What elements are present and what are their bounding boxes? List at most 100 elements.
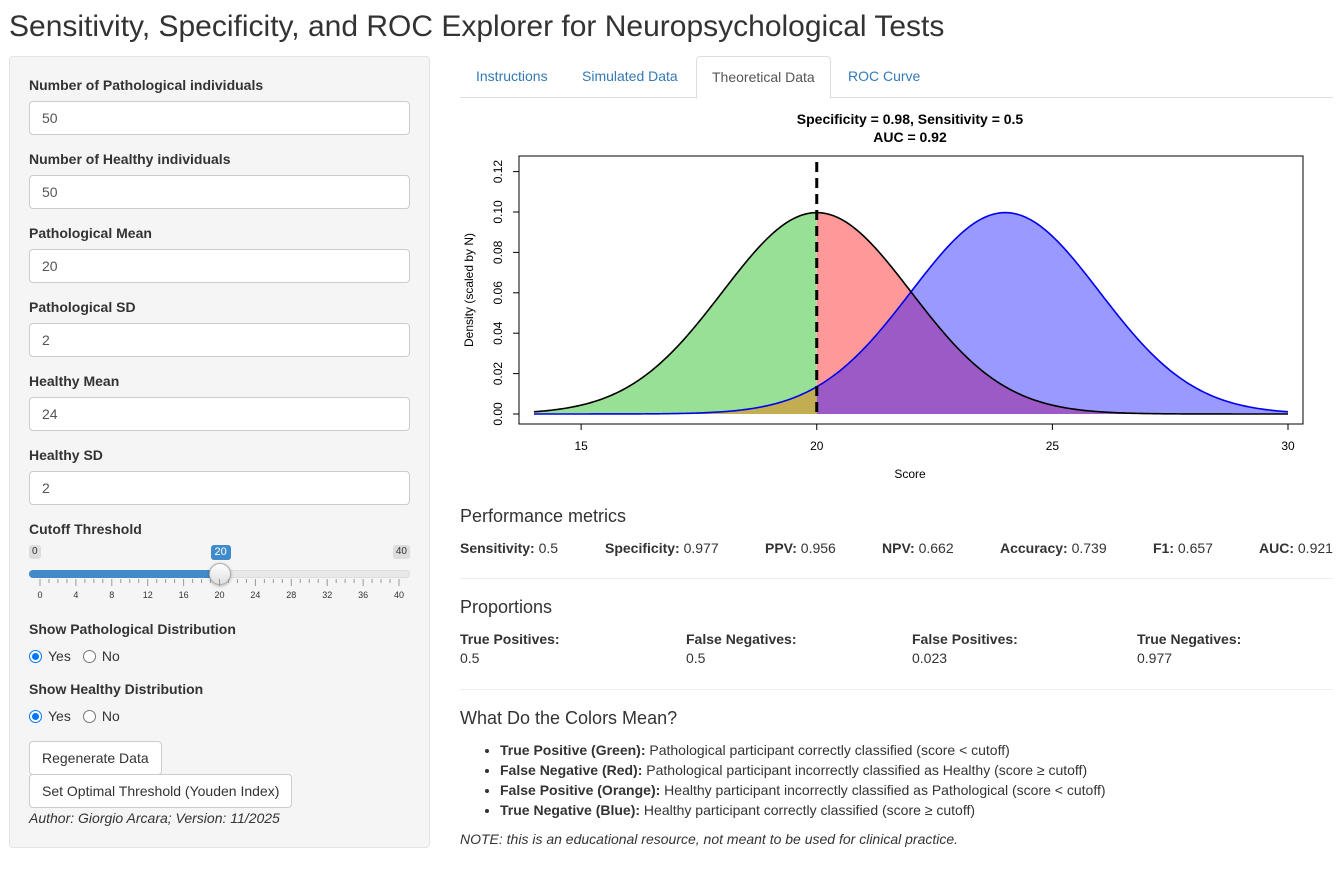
sidebar-panel: Number of Pathological individuals Numbe… [9,56,430,848]
y-tick-label: 0.02 [491,362,505,386]
slider-value-label: 20 [210,545,231,560]
show-healthy-no-text: No [101,708,120,724]
slider-tick-label: 16 [179,590,189,600]
true-positive-area [534,212,817,414]
y-tick-label: 0.08 [491,240,505,264]
show-pathological-yes-radio[interactable] [29,649,42,663]
tab-roc-curve[interactable]: ROC Curve [848,68,921,84]
pathological-mean-label: Pathological Mean [29,225,152,241]
pathological-sd-input[interactable] [29,323,410,357]
proportion-false-negatives: False Negatives: 0.5 [686,631,797,666]
slider-tick-label: 36 [358,590,368,600]
legend-item-false-negative: False Negative (Red): Pathological parti… [500,760,1106,780]
pathological-sd-label: Pathological SD [29,299,136,315]
regenerate-data-button[interactable]: Regenerate Data [29,741,162,775]
legend-term: True Positive (Green): [500,742,646,758]
tab-simulated-data[interactable]: Simulated Data [582,68,678,84]
legend-item-true-positive: True Positive (Green): Pathological part… [500,740,1106,760]
slider-tick-label: 8 [109,590,114,600]
show-pathological-no-text: No [101,648,120,664]
proportion-true-positives: True Positives: 0.5 [460,631,560,666]
legend-item-false-positive: False Positive (Orange): Healthy partici… [500,780,1106,800]
tab-bar: Instructions Simulated Data Theoretical … [460,56,1333,99]
metric-npv-label: NPV: [882,540,915,556]
proportion-label: False Negatives: [686,631,797,647]
cutoff-slider[interactable]: 0 40 20 0 4 8 12 16 20 24 28 32 36 40 [29,545,410,601]
slider-tick-label: 0 [37,590,42,600]
metric-ppv: PPV: 0.956 [765,540,836,556]
show-pathological-no-option[interactable]: No [82,648,120,664]
metric-sensitivity-value: 0.5 [538,540,559,556]
pathological-density-line [533,211,1288,415]
n-pathological-label: Number of Pathological individuals [29,77,264,93]
slider-max-label: 40 [392,545,410,559]
healthy-sd-input[interactable] [29,471,410,505]
legend-term: True Negative (Blue): [500,802,641,818]
slider-tick-label: 4 [73,590,78,600]
n-healthy-input[interactable] [29,175,410,209]
x-tick-label: 15 [574,439,588,453]
metric-npv-value: 0.662 [918,540,954,556]
set-optimal-threshold-button[interactable]: Set Optimal Threshold (Youden Index) [29,774,293,808]
plot-subtitle: AUC = 0.92 [873,129,947,145]
y-tick-label: 0.00 [491,402,505,426]
y-tick-label: 0.10 [491,200,505,224]
metric-ppv-value: 0.956 [800,540,836,556]
show-pathological-no-radio[interactable] [82,649,96,663]
pathological-mean-input[interactable] [29,249,410,283]
tab-instructions[interactable]: Instructions [476,68,548,84]
legend-item-true-negative: True Negative (Blue): Healthy participan… [500,800,1106,820]
metric-sensitivity-label: Sensitivity: [460,540,535,556]
metric-accuracy-value: 0.739 [1071,540,1107,556]
healthy-mean-input[interactable] [29,397,410,431]
metric-f1: F1: 0.657 [1153,540,1213,556]
metric-f1-label: F1: [1153,540,1174,556]
x-tick-label: 25 [1046,439,1060,453]
metric-npv: NPV: 0.662 [882,540,954,556]
colors-heading: What Do the Colors Mean? [460,708,678,728]
metric-specificity: Specificity: 0.977 [605,540,719,556]
proportion-value: 0.977 [1137,650,1173,666]
metric-auc-value: 0.921 [1297,540,1333,556]
x-axis-label: Score [894,467,926,481]
show-pathological-yes-text: Yes [48,648,71,664]
legend-desc: Pathological participant incorrectly cla… [642,762,1088,778]
n-healthy-label: Number of Healthy individuals [29,151,231,167]
show-healthy-yes-option[interactable]: Yes [29,708,71,724]
slider-tick-label: 32 [322,590,332,600]
plot-frame [518,155,1304,425]
proportion-value: 0.5 [460,650,480,666]
metric-auc: AUC: 0.921 [1259,540,1333,556]
y-tick-label: 0.04 [491,321,505,345]
show-healthy-yes-text: Yes [48,708,71,724]
proportions-heading: Proportions [460,597,553,617]
show-healthy-yes-radio[interactable] [29,709,42,723]
metric-auc-label: AUC: [1259,540,1294,556]
slider-ticks: 0 4 8 12 16 20 24 28 32 36 40 [37,579,404,600]
show-healthy-no-option[interactable]: No [82,708,120,724]
tab-theoretical-data[interactable]: Theoretical Data [696,56,831,99]
legend-term: False Positive (Orange): [500,782,661,798]
false-positive-area [534,386,817,414]
proportion-label: True Positives: [460,631,560,647]
cutoff-label: Cutoff Threshold [29,521,142,537]
healthy-mean-label: Healthy Mean [29,373,120,389]
metric-specificity-label: Specificity: [605,540,680,556]
metrics-heading: Performance metrics [460,506,627,526]
proportion-false-positives: False Positives: 0.023 [912,631,1018,666]
legend-desc: Healthy participant correctly classified… [640,802,976,818]
page-title: Sensitivity, Specificity, and ROC Explor… [9,10,945,43]
plot-title: Specificity = 0.98, Sensitivity = 0.5 [797,111,1024,127]
metric-ppv-label: PPV: [765,540,797,556]
slider-min-label: 0 [29,545,41,559]
metric-accuracy: Accuracy: 0.739 [1000,540,1107,556]
show-healthy-no-radio[interactable] [82,709,96,723]
show-pathological-yes-option[interactable]: Yes [29,648,71,664]
slider-tick-label: 28 [286,590,296,600]
legend-term: False Negative (Red): [500,762,643,778]
metric-sensitivity: Sensitivity: 0.5 [460,540,558,556]
metric-f1-value: 0.657 [1177,540,1213,556]
n-pathological-input[interactable] [29,101,410,135]
y-axis-label: Density (scaled by N) [462,233,476,347]
proportion-value: 0.023 [912,650,948,666]
